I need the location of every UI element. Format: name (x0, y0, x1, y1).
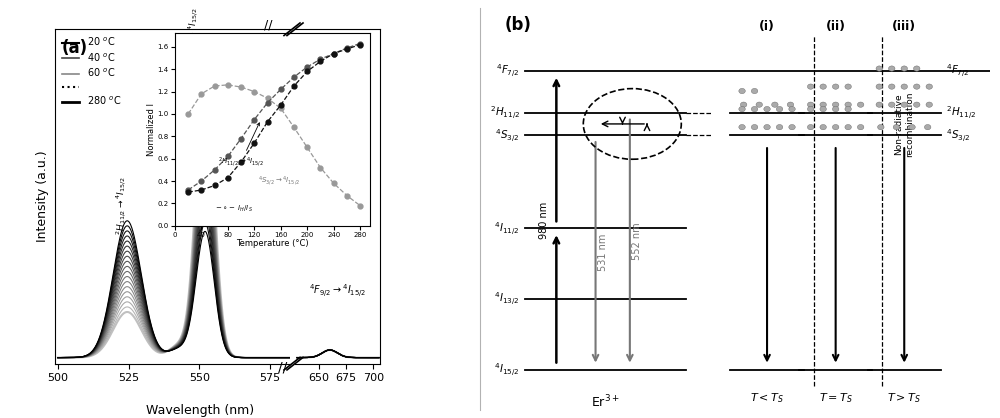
Circle shape (739, 107, 745, 112)
Text: (a): (a) (62, 39, 88, 57)
Circle shape (889, 102, 895, 107)
Text: $^4S_{3/2}$$\rightarrow$$^4I_{15/2}$: $^4S_{3/2}$$\rightarrow$$^4I_{15/2}$ (258, 175, 300, 187)
Text: 531 nm: 531 nm (598, 234, 608, 271)
Circle shape (889, 66, 895, 71)
Text: $^2H_{11/2}$: $^2H_{11/2}$ (946, 104, 976, 121)
Circle shape (926, 102, 932, 107)
Text: $T = T_S$: $T = T_S$ (819, 391, 853, 405)
Circle shape (832, 102, 839, 107)
Text: 980 nm: 980 nm (539, 201, 549, 239)
Text: $-\circ\!-$ $I_H$/$I_S$: $-\circ\!-$ $I_H$/$I_S$ (215, 204, 253, 214)
Text: //: // (264, 18, 273, 31)
Circle shape (914, 66, 920, 71)
Circle shape (845, 107, 851, 112)
Text: $^4F_{7/2}$: $^4F_{7/2}$ (946, 63, 970, 79)
Circle shape (893, 125, 900, 130)
Text: Er$^{3+}$: Er$^{3+}$ (591, 393, 620, 410)
Circle shape (807, 125, 814, 130)
Circle shape (820, 125, 826, 130)
Circle shape (909, 125, 915, 130)
Circle shape (787, 102, 794, 107)
Text: $^4I_{13/2}$: $^4I_{13/2}$ (494, 291, 520, 307)
Text: $^4S_{3/2}$$\rightarrow$$^4I_{15/2}$: $^4S_{3/2}$$\rightarrow$$^4I_{15/2}$ (187, 8, 201, 61)
Text: (b): (b) (505, 16, 532, 34)
Circle shape (857, 125, 864, 130)
Circle shape (901, 84, 907, 89)
Circle shape (751, 125, 758, 130)
Text: $T < T_S$: $T < T_S$ (750, 391, 784, 405)
Circle shape (776, 125, 783, 130)
Circle shape (820, 102, 826, 107)
Text: $^4I_{11/2}$: $^4I_{11/2}$ (494, 220, 520, 237)
Circle shape (926, 84, 932, 89)
Circle shape (751, 107, 758, 112)
Circle shape (914, 102, 920, 107)
Circle shape (845, 84, 851, 89)
Circle shape (756, 102, 762, 107)
Text: $T > T_S$: $T > T_S$ (887, 391, 921, 405)
Text: (ii): (ii) (826, 20, 846, 33)
Text: $^2H_{11/2}$$\rightarrow$$^4I_{15/2}$: $^2H_{11/2}$$\rightarrow$$^4I_{15/2}$ (114, 176, 129, 235)
Text: //: // (278, 361, 287, 375)
Circle shape (820, 84, 826, 89)
Text: Wavelength (nm): Wavelength (nm) (146, 404, 254, 417)
Circle shape (901, 102, 907, 107)
Circle shape (876, 66, 882, 71)
Text: (iii): (iii) (892, 20, 916, 33)
Y-axis label: Normalized I: Normalized I (147, 103, 156, 156)
Circle shape (845, 125, 851, 130)
Circle shape (807, 84, 814, 89)
Circle shape (876, 102, 882, 107)
Circle shape (772, 102, 778, 107)
Circle shape (889, 84, 895, 89)
Text: $^4F_{7/2}$: $^4F_{7/2}$ (496, 63, 520, 79)
Text: 552 nm: 552 nm (632, 222, 642, 260)
Circle shape (832, 125, 839, 130)
Circle shape (901, 66, 907, 71)
Text: $^4S_{3/2}$: $^4S_{3/2}$ (946, 127, 970, 144)
Text: (i): (i) (759, 20, 775, 33)
Circle shape (789, 125, 795, 130)
Text: $^4F_{9/2}$$\rightarrow$$^4I_{15/2}$: $^4F_{9/2}$$\rightarrow$$^4I_{15/2}$ (309, 282, 366, 299)
Circle shape (820, 107, 826, 112)
Circle shape (832, 107, 839, 112)
Circle shape (740, 102, 747, 107)
Text: $^2H_{11/2}$$\rightarrow$$^4I_{15/2}$: $^2H_{11/2}$$\rightarrow$$^4I_{15/2}$ (218, 123, 264, 168)
Circle shape (807, 107, 814, 112)
Circle shape (807, 102, 814, 107)
Circle shape (857, 102, 864, 107)
Circle shape (924, 125, 931, 130)
X-axis label: Temperature (°C): Temperature (°C) (236, 240, 309, 248)
Circle shape (845, 102, 851, 107)
Legend: 20 $^o$C, 40 $^o$C, 60 $^o$C, , 280 $^o$C: 20 $^o$C, 40 $^o$C, 60 $^o$C, , 280 $^o$… (60, 34, 124, 109)
Circle shape (914, 84, 920, 89)
Text: $^2H_{11/2}$: $^2H_{11/2}$ (490, 104, 520, 121)
Text: Non-radiative
recombination: Non-radiative recombination (895, 91, 914, 157)
Circle shape (764, 107, 770, 112)
Text: $^4I_{15/2}$: $^4I_{15/2}$ (494, 361, 520, 378)
Circle shape (878, 125, 884, 130)
Circle shape (751, 88, 758, 94)
Circle shape (789, 107, 795, 112)
Circle shape (764, 125, 770, 130)
Circle shape (739, 88, 745, 94)
Circle shape (776, 107, 783, 112)
Text: //: // (278, 36, 287, 51)
Circle shape (832, 84, 839, 89)
Y-axis label: Intensity (a.u.): Intensity (a.u.) (36, 150, 49, 242)
Text: $^4S_{3/2}$: $^4S_{3/2}$ (495, 127, 520, 144)
Circle shape (739, 125, 745, 130)
Circle shape (876, 84, 882, 89)
